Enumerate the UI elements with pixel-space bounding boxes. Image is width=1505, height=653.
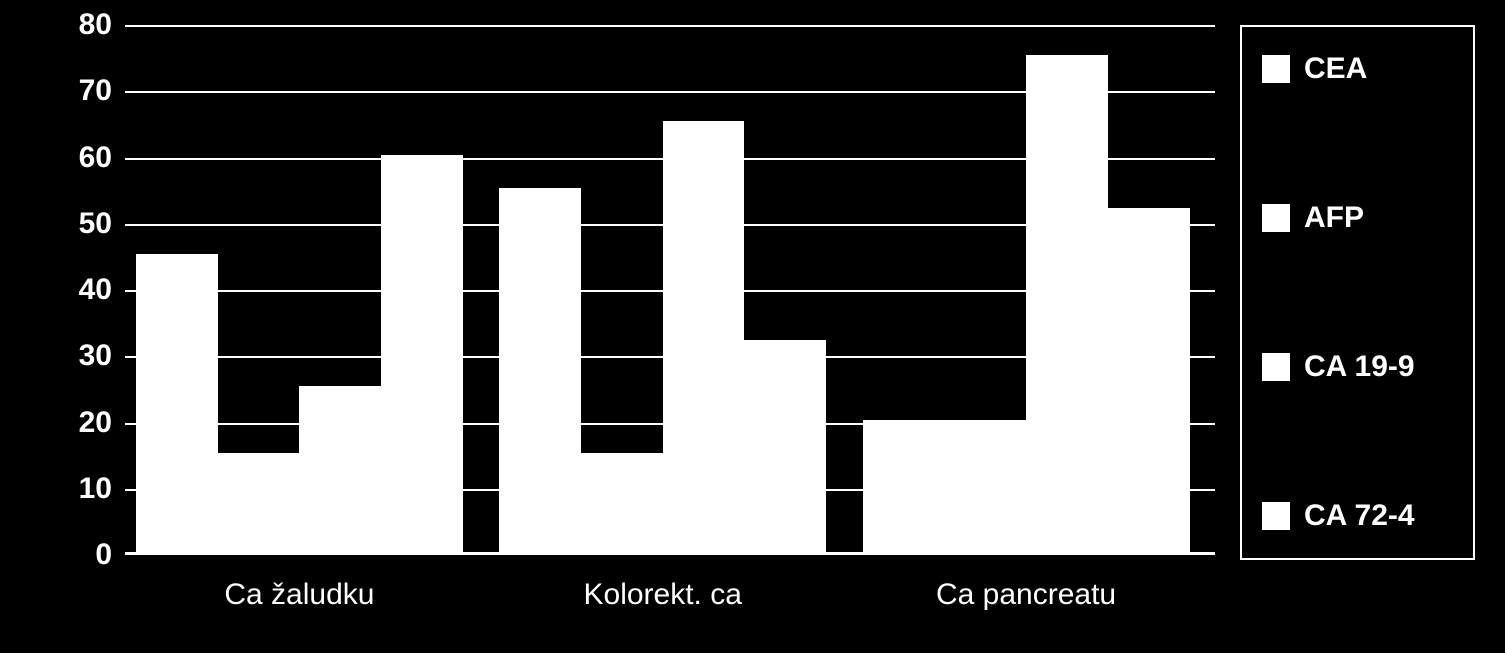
x-tick-label: Ca pancreatu — [936, 578, 1116, 612]
legend-label: CA 19-9 — [1304, 350, 1415, 384]
bar — [744, 340, 826, 552]
legend-item: CA 72-4 — [1262, 499, 1453, 533]
bar — [499, 188, 581, 552]
bar — [381, 155, 463, 553]
legend: CEA AFP CA 19-9 CA 72-4 — [1240, 25, 1475, 560]
legend-item: CA 19-9 — [1262, 350, 1453, 384]
x-tick-label: Kolorekt. ca — [584, 578, 742, 612]
bar — [944, 420, 1026, 553]
bar — [136, 254, 218, 552]
bar — [663, 121, 745, 552]
legend-item: CEA — [1262, 52, 1453, 86]
y-tick-label: 20 — [79, 406, 112, 440]
y-tick-label: 60 — [79, 141, 112, 175]
bar-group — [863, 25, 1190, 552]
y-tick-label: 80 — [79, 8, 112, 42]
y-tick-label: 30 — [79, 339, 112, 373]
x-axis-labels: Ca žaludku Kolorekt. ca Ca pancreatu — [125, 570, 1215, 630]
bars-layer — [125, 25, 1215, 552]
y-tick-label: 0 — [95, 538, 112, 572]
bar-group — [136, 25, 463, 552]
y-tick-label: 70 — [79, 74, 112, 108]
y-tick-label: 10 — [79, 472, 112, 506]
legend-swatch — [1262, 204, 1290, 232]
bar — [218, 453, 300, 552]
bar — [1026, 55, 1108, 552]
bar — [581, 453, 663, 552]
bar — [863, 420, 945, 553]
legend-label: CA 72-4 — [1304, 499, 1415, 533]
bar — [299, 386, 381, 552]
y-axis: 01020304050607080 — [30, 25, 120, 555]
legend-label: AFP — [1304, 201, 1364, 235]
bar-chart: 01020304050607080 Ca žaludkuKolorekt. ca… — [30, 15, 1220, 635]
legend-swatch — [1262, 502, 1290, 530]
legend-label: CEA — [1304, 52, 1367, 86]
bar — [1108, 208, 1190, 553]
y-tick-label: 50 — [79, 207, 112, 241]
legend-item: AFP — [1262, 201, 1453, 235]
legend-swatch — [1262, 353, 1290, 381]
plot-area — [125, 25, 1215, 555]
y-tick-label: 40 — [79, 273, 112, 307]
x-tick-label: Ca žaludku — [224, 578, 374, 612]
legend-swatch — [1262, 55, 1290, 83]
bar-group — [499, 25, 826, 552]
